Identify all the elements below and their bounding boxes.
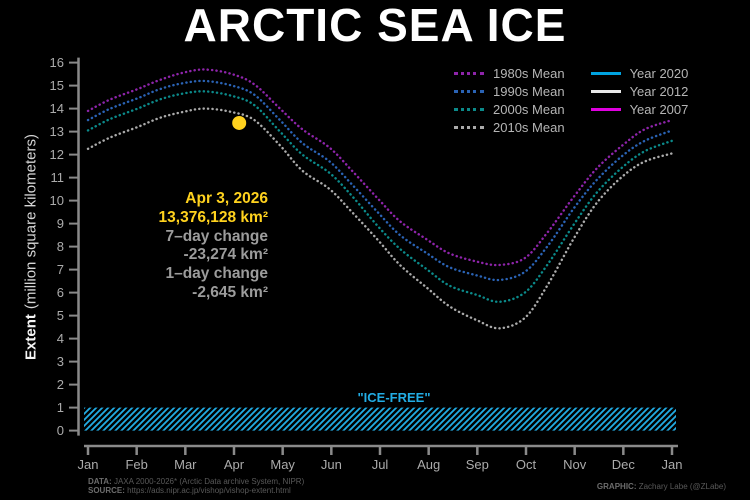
author-credit: GRAPHIC: Zachary Labe (@ZLabe)	[597, 482, 726, 491]
x-tick-label: May	[270, 457, 295, 472]
y-tick-label: 14	[50, 101, 64, 116]
x-tick-label: Apr	[224, 457, 245, 472]
annotation-1day-label: 1–day change	[165, 265, 268, 283]
dotted-line-swatch-icon	[454, 107, 484, 111]
legend-label: 2010s Mean	[493, 119, 565, 135]
annotation-7day-label: 7–day change	[165, 227, 268, 245]
source-credit-text: https://ads.nipr.ac.jp/vishop/vishop-ext…	[127, 486, 291, 495]
y-tick-label: 7	[57, 262, 64, 277]
y-tick-label: 0	[57, 423, 64, 438]
solid-line-swatch-icon	[590, 71, 621, 75]
y-tick-label: 11	[51, 170, 65, 185]
legend-label: Year 2007	[629, 101, 689, 117]
x-tick-label: Jul	[372, 457, 389, 472]
dotted-line-swatch-icon	[454, 125, 484, 129]
solid-line-swatch-icon	[590, 89, 621, 93]
y-tick-label: 12	[50, 147, 64, 162]
author-credit-label: GRAPHIC:	[596, 482, 637, 491]
y-tick-label: 10	[50, 193, 64, 208]
y-tick-label: 2	[57, 377, 64, 392]
series-line-1990s-mean	[86, 79, 674, 282]
y-tick-label: 13	[50, 124, 64, 139]
x-tick-label: Jan	[662, 457, 683, 472]
x-tick-label: Dec	[612, 457, 636, 472]
legend-label: Year 2020	[629, 65, 689, 81]
series-line-2000s-mean	[86, 90, 674, 304]
data-source-credit: DATA: JAXA 2000-2026* (Arctic Data archi…	[88, 477, 304, 495]
legend-label: 2000s Mean	[493, 101, 565, 117]
y-tick-label: 5	[57, 308, 64, 323]
x-tick-label: Aug	[417, 457, 440, 472]
legend-item-year-2007: Year 2007	[590, 100, 689, 118]
legend-item-2000s-mean: 2000s Mean	[454, 100, 565, 118]
legend: 1980s Mean 1990s Mean 2000s Mean 2010s M…	[454, 64, 688, 136]
author-credit-text: Zachary Labe (@ZLabe)	[638, 482, 726, 491]
x-tick-label: Oct	[516, 457, 537, 472]
legend-item-2010s-mean: 2010s Mean	[454, 118, 565, 136]
y-tick-label: 4	[57, 331, 64, 346]
x-tick-label: Nov	[563, 457, 587, 472]
data-credit-label: DATA:	[88, 477, 112, 486]
dotted-line-swatch-icon	[454, 89, 484, 93]
source-credit-label: SOURCE:	[88, 486, 125, 495]
x-tick-label: Jan	[78, 457, 99, 472]
legend-column-years: Year 2020 Year 2012 Year 2007	[590, 64, 689, 136]
annotation-extent-value: 13,376,128 km²	[158, 208, 268, 226]
legend-item-year-2012: Year 2012	[590, 82, 689, 100]
annotation-date: Apr 3, 2026	[185, 190, 268, 207]
x-tick-label: Jun	[321, 457, 342, 472]
legend-label: 1980s Mean	[493, 65, 565, 81]
source-credit-line: SOURCE: https://ads.nipr.ac.jp/vishop/vi…	[88, 486, 304, 495]
ice-free-label: "ICE-FREE"	[358, 390, 431, 405]
legend-column-means: 1980s Mean 1990s Mean 2000s Mean 2010s M…	[454, 64, 565, 136]
current-extent-annotation: Apr 3, 2026 13,376,128 km² 7–day change …	[56, 190, 268, 303]
legend-item-1990s-mean: 1990s Mean	[454, 82, 565, 100]
y-tick-label: 16	[50, 55, 64, 70]
series-line-1980s-mean	[86, 68, 674, 267]
y-tick-label: 1	[57, 400, 64, 415]
solid-line-swatch-icon	[590, 107, 621, 111]
y-tick-label: 15	[50, 78, 64, 93]
legend-item-year-2020: Year 2020	[590, 64, 689, 82]
x-tick-label: Feb	[125, 457, 147, 472]
series-line-2010s-mean	[86, 107, 674, 330]
data-credit-line: DATA: JAXA 2000-2026* (Arctic Data archi…	[88, 477, 304, 486]
y-tick-label: 3	[57, 354, 64, 369]
dotted-line-swatch-icon	[454, 71, 484, 75]
legend-label: Year 2012	[629, 83, 689, 99]
annotation-1day-value: -2,645 km²	[192, 283, 268, 301]
y-tick-label: 6	[57, 285, 64, 300]
data-credit-text: JAXA 2000-2026* (Arctic Data archive Sys…	[113, 477, 305, 486]
x-tick-label: Mar	[174, 457, 197, 472]
y-tick-label: 9	[57, 216, 64, 231]
ice-free-band	[84, 407, 676, 431]
annotation-7day-value: -23,274 km²	[183, 246, 268, 264]
legend-label: 1990s Mean	[493, 83, 565, 99]
x-tick-label: Sep	[466, 457, 489, 472]
legend-item-1980s-mean: 1980s Mean	[454, 64, 565, 82]
current-day-marker	[232, 115, 247, 130]
y-tick-label: 8	[57, 239, 64, 254]
page-title: ARCTIC SEA ICE	[183, 0, 567, 51]
